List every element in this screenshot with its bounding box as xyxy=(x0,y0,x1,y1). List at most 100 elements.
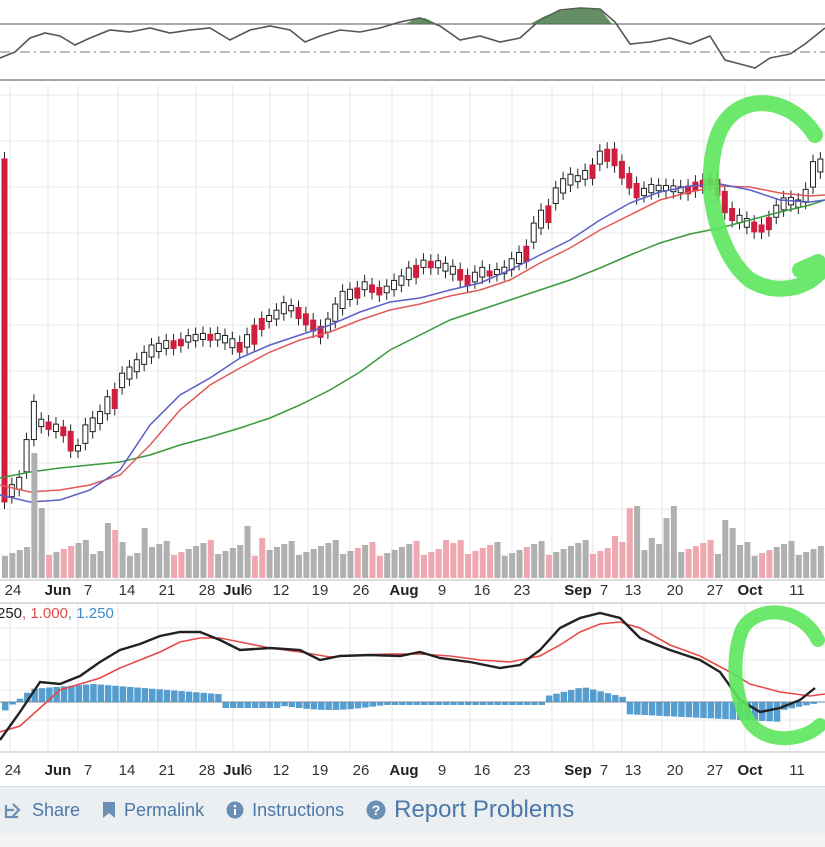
share-button[interactable]: Share xyxy=(4,800,80,821)
macd-histogram-bar xyxy=(428,702,435,705)
volume-bar xyxy=(178,552,185,578)
macd-histogram-bar xyxy=(200,692,207,702)
macd-histogram-bar xyxy=(347,702,354,710)
candle xyxy=(765,217,772,231)
candle xyxy=(582,169,589,180)
candle xyxy=(442,262,449,272)
macd-histogram-bar xyxy=(523,702,531,705)
volume-bar xyxy=(104,523,111,578)
x-tick-label: 27 xyxy=(707,762,724,779)
macd-histogram-bar xyxy=(134,687,141,702)
x-tick-label: Jun xyxy=(45,582,72,599)
candle xyxy=(155,342,162,353)
candle xyxy=(23,439,30,473)
volume-bar xyxy=(663,518,670,578)
candle xyxy=(30,400,37,441)
candle xyxy=(266,314,273,322)
candle xyxy=(538,209,545,229)
x-tick-label: 20 xyxy=(667,582,684,599)
candle xyxy=(126,366,133,380)
macd-histogram-bar xyxy=(560,691,568,702)
macd-histogram-bar xyxy=(303,702,310,709)
instructions-button[interactable]: Instructions xyxy=(226,800,344,821)
candle xyxy=(611,148,618,167)
candle xyxy=(516,252,522,264)
volume-bar xyxy=(68,546,75,578)
volume-bar xyxy=(604,548,611,578)
volume-bar xyxy=(332,540,339,578)
volume-bar xyxy=(744,542,751,578)
macd-histogram-bar xyxy=(619,696,626,702)
macd-histogram-bar xyxy=(318,702,325,710)
macd-histogram-bar xyxy=(443,702,450,705)
candle xyxy=(486,270,493,277)
candle xyxy=(501,266,508,275)
permalink-button[interactable]: Permalink xyxy=(102,800,204,821)
candle xyxy=(817,158,824,173)
macd-histogram-bar xyxy=(751,702,759,721)
macd-histogram-bar xyxy=(31,688,38,702)
volume-bar xyxy=(273,547,280,578)
volume-bar xyxy=(435,549,442,578)
x-tick-label: Oct xyxy=(737,762,762,779)
macd-histogram-bar xyxy=(141,688,149,702)
macd-histogram-bar xyxy=(207,693,215,702)
volume-bar xyxy=(553,552,560,578)
info-icon xyxy=(226,801,244,819)
help-icon: ? xyxy=(366,800,386,820)
annotation-c-price xyxy=(702,95,825,297)
volume-bar xyxy=(707,540,714,578)
macd-histogram-bar xyxy=(641,702,648,716)
macd-histogram-bar xyxy=(332,702,340,710)
macd-histogram-bar xyxy=(729,702,737,720)
macd-histogram-bar xyxy=(310,702,318,710)
rsi-panel xyxy=(0,7,825,69)
candle xyxy=(280,302,287,315)
volume-bar xyxy=(24,547,31,578)
volume-bar xyxy=(303,552,310,578)
volume-bar xyxy=(685,549,692,578)
candle xyxy=(45,421,52,430)
volume-bar xyxy=(413,541,420,578)
x-tick-label: 23 xyxy=(514,582,531,599)
candle xyxy=(530,222,537,243)
volume-bar xyxy=(582,540,589,578)
volume-bar xyxy=(700,543,707,578)
x-tick-label: 7 xyxy=(84,762,92,779)
volume-bar xyxy=(163,541,170,578)
candle xyxy=(295,306,302,320)
x-tick-label: 9 xyxy=(438,582,446,599)
volume-bar xyxy=(751,556,758,578)
candle xyxy=(758,224,765,233)
candle xyxy=(302,313,309,326)
volume-bar xyxy=(465,554,472,578)
volume-bar xyxy=(619,542,626,578)
macd-histogram-bar xyxy=(281,702,288,707)
macd-histogram-bar xyxy=(465,702,472,705)
candle xyxy=(464,274,471,287)
volume-bar xyxy=(443,540,449,578)
price-panel xyxy=(0,142,825,509)
volume-bar xyxy=(634,506,641,578)
macd-histogram-bar xyxy=(663,702,670,717)
candle xyxy=(398,275,405,286)
volume-bar xyxy=(803,552,810,578)
candle xyxy=(596,150,603,165)
candle xyxy=(648,183,655,194)
candle xyxy=(60,426,67,437)
candle xyxy=(222,335,228,344)
candle xyxy=(354,287,361,299)
macd-histogram-bar xyxy=(119,686,127,702)
volume-bar xyxy=(656,544,663,578)
macd-histogram-bar xyxy=(803,702,810,706)
report-problems-button[interactable]: ? Report Problems xyxy=(366,796,574,824)
macd-histogram-bar xyxy=(340,702,347,710)
volume-bar xyxy=(722,520,729,578)
candle xyxy=(52,423,59,432)
macd-histogram-bar xyxy=(634,702,641,715)
x-tick-label: 27 xyxy=(707,582,724,599)
macd-histogram-bar xyxy=(24,692,31,702)
macd-histogram-bar xyxy=(773,702,781,722)
volume-bar xyxy=(193,546,200,578)
